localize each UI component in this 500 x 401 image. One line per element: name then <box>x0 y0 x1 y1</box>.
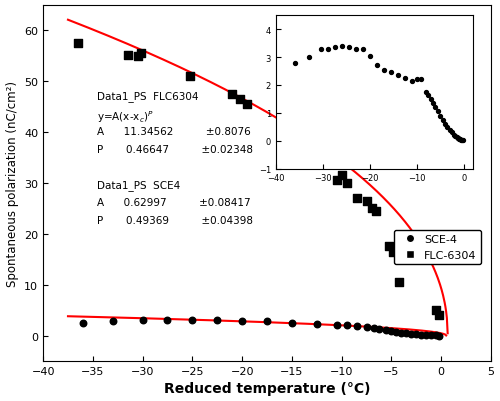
FLC-6304 <box>386 244 394 250</box>
FLC-6304 <box>293 124 301 131</box>
FLC-6304 <box>338 172 345 179</box>
SCE-4 <box>402 330 410 336</box>
SCE-4 <box>408 330 416 337</box>
SCE-4 <box>342 322 350 329</box>
FLC-6304 <box>136 51 144 57</box>
FLC-6304 <box>313 137 321 144</box>
FLC-6304 <box>124 53 132 59</box>
SCE-4 <box>352 323 360 330</box>
SCE-4 <box>422 332 430 338</box>
SCE-4 <box>332 322 340 328</box>
FLC-6304 <box>352 195 360 202</box>
SCE-4 <box>432 332 440 339</box>
FLC-6304 <box>342 180 350 186</box>
SCE-4 <box>138 317 146 324</box>
SCE-4 <box>370 325 378 332</box>
SCE-4 <box>238 318 246 324</box>
FLC-6304 <box>396 279 404 286</box>
Text: P       0.49369          ±0.04398: P 0.49369 ±0.04398 <box>97 215 253 225</box>
Text: y=A(x-x$_c$)$^P$: y=A(x-x$_c$)$^P$ <box>97 109 154 124</box>
FLC-6304 <box>74 41 82 47</box>
Text: A      11.34562          ±0.8076: A 11.34562 ±0.8076 <box>97 126 250 136</box>
X-axis label: Reduced temperature (°C): Reduced temperature (°C) <box>164 381 370 395</box>
Legend: SCE-4, FLC-6304: SCE-4, FLC-6304 <box>394 230 481 265</box>
FLC-6304 <box>186 73 194 80</box>
FLC-6304 <box>228 91 236 98</box>
SCE-4 <box>109 318 117 324</box>
FLC-6304 <box>236 96 244 103</box>
SCE-4 <box>188 317 196 323</box>
SCE-4 <box>214 317 222 324</box>
SCE-4 <box>263 318 271 325</box>
FLC-6304 <box>303 130 311 136</box>
FLC-6304 <box>362 198 370 205</box>
Y-axis label: Spontaneous polarization (nC/cm²): Spontaneous polarization (nC/cm²) <box>6 81 18 286</box>
SCE-4 <box>164 317 172 324</box>
SCE-4 <box>313 321 321 327</box>
FLC-6304 <box>368 206 376 212</box>
SCE-4 <box>362 324 370 331</box>
Text: Data1_PS  SCE4: Data1_PS SCE4 <box>97 180 180 190</box>
SCE-4 <box>435 332 443 339</box>
SCE-4 <box>398 330 406 336</box>
Text: Data1_PS  FLC6304: Data1_PS FLC6304 <box>97 91 198 102</box>
FLC-6304 <box>432 307 440 314</box>
FLC-6304 <box>322 157 330 164</box>
FLC-6304 <box>243 101 251 108</box>
SCE-4 <box>382 328 390 334</box>
FLC-6304 <box>435 312 443 319</box>
Text: A      0.62997          ±0.08417: A 0.62997 ±0.08417 <box>97 198 250 208</box>
FLC-6304 <box>390 249 398 255</box>
SCE-4 <box>79 320 87 326</box>
SCE-4 <box>412 331 420 337</box>
SCE-4 <box>427 332 435 338</box>
SCE-4 <box>288 320 296 326</box>
FLC-6304 <box>134 54 141 61</box>
FLC-6304 <box>332 178 340 184</box>
SCE-4 <box>418 332 426 338</box>
Text: P       0.46647          ±0.02348: P 0.46647 ±0.02348 <box>97 144 253 154</box>
SCE-4 <box>388 328 396 334</box>
FLC-6304 <box>372 208 380 215</box>
SCE-4 <box>392 329 400 335</box>
SCE-4 <box>376 326 384 333</box>
